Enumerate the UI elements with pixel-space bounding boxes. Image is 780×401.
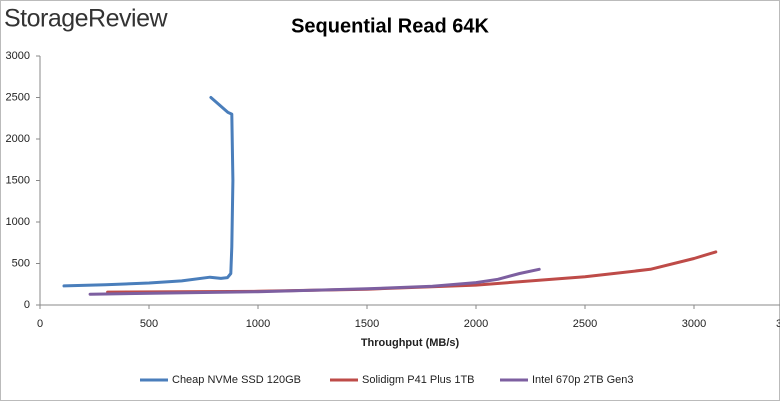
y-tick-label: 1500	[6, 174, 30, 186]
x-tick-label: 2500	[573, 318, 597, 330]
x-tick-label: 0	[37, 318, 43, 330]
x-tick-label: 1500	[355, 318, 379, 330]
x-tick-label: 500	[140, 318, 158, 330]
legend-label: Cheap NVMe SSD 120GB	[172, 374, 301, 386]
series-line	[62, 96, 235, 288]
y-tick-label: 3000	[6, 50, 30, 62]
legend-label: Intel 670p 2TB Gen3	[532, 374, 634, 386]
y-tick-label: 1000	[6, 216, 30, 228]
legend-label: Solidigm P41 Plus 1TB	[362, 374, 475, 386]
x-tick-label: 2000	[464, 318, 488, 330]
x-tick-label: 3000	[682, 318, 706, 330]
x-tick-label: 3	[776, 318, 780, 330]
chart-title: Sequential Read 64K	[291, 15, 489, 37]
y-tick-label: 0	[24, 299, 30, 311]
y-tick-label: 500	[12, 257, 30, 269]
x-tick-label: 1000	[246, 318, 270, 330]
x-axis-title: Throughput (MB/s)	[361, 337, 460, 349]
logo: StorageReview	[4, 5, 168, 33]
y-tick-label: 2000	[6, 133, 30, 145]
series-line	[88, 267, 541, 296]
y-tick-label: 2500	[6, 91, 30, 103]
